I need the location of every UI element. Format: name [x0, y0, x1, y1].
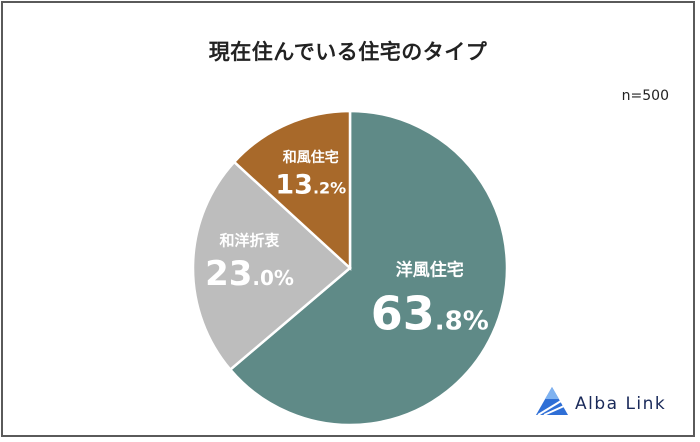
slice-label: 和風住宅: [283, 149, 339, 166]
slice-value: 13.2%: [275, 170, 346, 201]
slice-value: 63.8%: [371, 286, 489, 340]
alba-link-logo-icon: [536, 387, 568, 416]
sample-size: n=500: [621, 88, 669, 104]
chart-title: 現在住んでいる住宅のタイプ: [208, 40, 488, 64]
slice-value: 23.0%: [205, 254, 294, 294]
slice-label: 和洋折衷: [220, 231, 280, 249]
brand-name: Alba Link: [575, 394, 667, 414]
pie-slice: [191, 160, 352, 372]
pie-slice: [232, 109, 352, 271]
brand-logo: Alba Link: [535, 385, 685, 421]
slice-label: 洋風住宅: [396, 260, 464, 281]
pie-slice: [228, 109, 509, 427]
